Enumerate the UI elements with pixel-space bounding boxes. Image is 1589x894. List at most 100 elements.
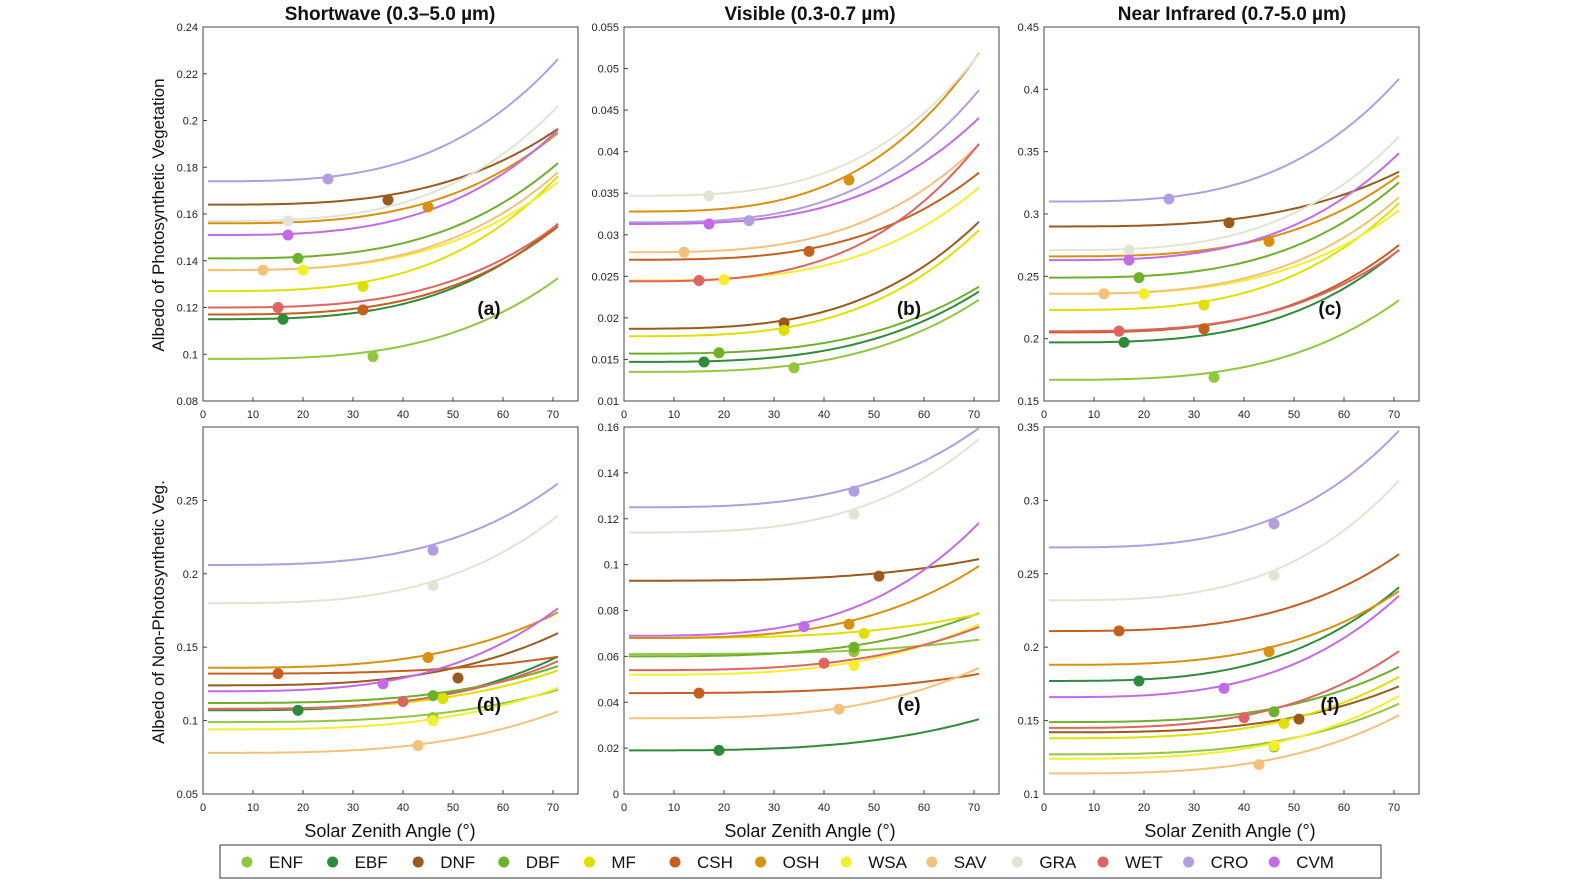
legend-label-wet: WET: [1125, 853, 1163, 872]
series-line-gra: [208, 105, 559, 222]
series-line-osh: [1049, 590, 1400, 666]
x-tick-label: 60: [497, 409, 509, 421]
y-tick-label: 0: [613, 789, 619, 801]
x-tick-label: 0: [200, 802, 206, 814]
series-marker-mf: [357, 280, 369, 292]
x-tick-label: 70: [1388, 802, 1400, 814]
series-marker-osh: [1263, 235, 1275, 247]
panel-label-a: (a): [477, 299, 500, 320]
x-tick-label: 20: [1138, 409, 1150, 421]
x-tick-label: 30: [1188, 802, 1200, 814]
x-tick-label: 10: [668, 409, 680, 421]
y-tick-label: 0.1: [1024, 789, 1039, 801]
series-marker-gra: [427, 580, 439, 592]
panel-e: 0 10 20 30 40 50 60 70 0 0.02 0.04 0.06 0.08 0.1 0.12 0…: [598, 422, 1000, 814]
series-marker-mf: [858, 627, 870, 639]
series-line-ebf: [629, 718, 980, 752]
legend-marker-wsa: [840, 856, 852, 868]
series-line-wsa: [208, 686, 559, 731]
y-tick-label: 0.45: [1018, 22, 1039, 34]
series-marker-sav: [1098, 288, 1110, 300]
series-line-cvm: [629, 117, 980, 225]
series-line-mf: [1049, 675, 1400, 740]
legend-label-dnf: DNF: [440, 853, 475, 872]
ylabel-non-photosynthetic: Albedo of Non-Photosynthetic Veg.: [149, 480, 168, 744]
x-tick-label: 50: [1288, 802, 1300, 814]
column-title-near-infrared: Near Infrared (0.7-5.0 µm): [1118, 4, 1346, 25]
legend-marker-gra: [1011, 856, 1023, 868]
series-marker-ebf: [277, 313, 289, 325]
series-line-dbf: [1049, 665, 1400, 724]
legend-label-cvm: CVM: [1296, 853, 1334, 872]
series-line-cro: [629, 89, 980, 224]
axes-frame-b: [623, 26, 1000, 402]
x-tick-label: 20: [297, 409, 309, 421]
y-tick-label: 0.015: [591, 354, 619, 366]
series-marker-wsa: [848, 660, 860, 672]
series-line-enf: [208, 277, 559, 360]
series-line-csh: [208, 655, 559, 675]
panel-label-f: (f): [1321, 695, 1340, 716]
y-tick-label: 0.35: [1018, 147, 1039, 159]
x-tick-label: 70: [547, 802, 559, 814]
x-tick-label: 70: [1388, 409, 1400, 421]
series-marker-wet: [397, 696, 409, 708]
y-tick-label: 0.2: [1024, 642, 1039, 654]
y-tick-label: 0.25: [1018, 271, 1039, 283]
series-line-dnf: [208, 127, 559, 206]
y-tick-label: 0.045: [591, 105, 619, 117]
x-tick-label: 60: [918, 409, 930, 421]
series-marker-enf: [1208, 371, 1220, 383]
series-line-enf: [629, 298, 980, 373]
column-title-shortwave: Shortwave (0.3–5.0 µm): [285, 4, 496, 25]
series-line-csh: [1049, 553, 1400, 633]
series-marker-mf: [1278, 718, 1290, 730]
panel-c: 0 10 20 30 40 50 60 70 0.15 0.2 0.25 0.3 0.35 0.4 0.45…: [1018, 22, 1420, 421]
series-line-wet: [629, 143, 980, 283]
y-tick-label: 0.4: [1024, 84, 1039, 96]
series-marker-cvm: [798, 621, 810, 633]
legend-marker-cro: [1183, 856, 1195, 868]
series-line-wsa: [1049, 694, 1400, 760]
series-line-ebf: [1049, 586, 1400, 682]
legend-label-cro: CRO: [1211, 853, 1249, 872]
y-tick-label: 0.08: [177, 396, 198, 408]
series-line-cro: [208, 482, 559, 566]
legend-marker-enf: [241, 856, 253, 868]
series-marker-mf: [1198, 299, 1210, 311]
series-marker-enf: [367, 351, 379, 363]
axes-frame-a: [202, 26, 579, 402]
y-tick-label: 0.04: [598, 147, 619, 159]
series-line-cro: [208, 58, 559, 183]
x-tick-label: 10: [247, 802, 259, 814]
series-marker-cvm: [1123, 254, 1135, 266]
series-line-cvm: [208, 129, 559, 236]
series-marker-ebf: [292, 704, 304, 716]
series-line-osh: [629, 52, 980, 213]
y-tick-label: 0.22: [177, 69, 198, 81]
series-marker-wet: [272, 302, 284, 313]
series-marker-osh: [1263, 646, 1275, 658]
x-tick-label: 20: [718, 802, 730, 814]
series-marker-dbf: [1268, 706, 1280, 718]
panel-f: 0 10 20 30 40 50 60 70 0.1 0.15 0.2 0.25 0.3 0.35 (f): [1018, 422, 1420, 814]
x-tick-label: 0: [200, 409, 206, 421]
series-marker-wet: [1238, 712, 1250, 724]
series-marker-gra: [1123, 244, 1135, 256]
x-tick-label: 50: [1288, 409, 1300, 421]
series-marker-dnf: [1293, 713, 1305, 725]
y-tick-label: 0.14: [598, 468, 619, 480]
y-tick-label: 0.1: [183, 349, 198, 361]
series-marker-csh: [1113, 625, 1125, 637]
x-tick-label: 0: [621, 409, 627, 421]
series-line-enf: [208, 688, 559, 724]
x-tick-label: 60: [1338, 409, 1350, 421]
panel-a: 0 10 20 30 40 50 60 70 0.08 0.1 0.12 0.14 0.16 0.18 0.…: [177, 22, 579, 421]
xlabel-d: Solar Zenith Angle (°): [304, 821, 475, 841]
series-marker-enf: [788, 362, 800, 374]
x-tick-label: 50: [447, 802, 459, 814]
legend: ENF EBF DNF DBF MF CSH OSH WSA SAV GRA WET CRO CVM: [219, 844, 1382, 879]
panel-b: 0 10 20 30 40 50 60 70 0.01 0.015 0.02 0.025 0.03 0.0…: [591, 22, 1000, 421]
series-line-dbf: [629, 285, 980, 355]
series-marker-sav: [678, 246, 690, 258]
